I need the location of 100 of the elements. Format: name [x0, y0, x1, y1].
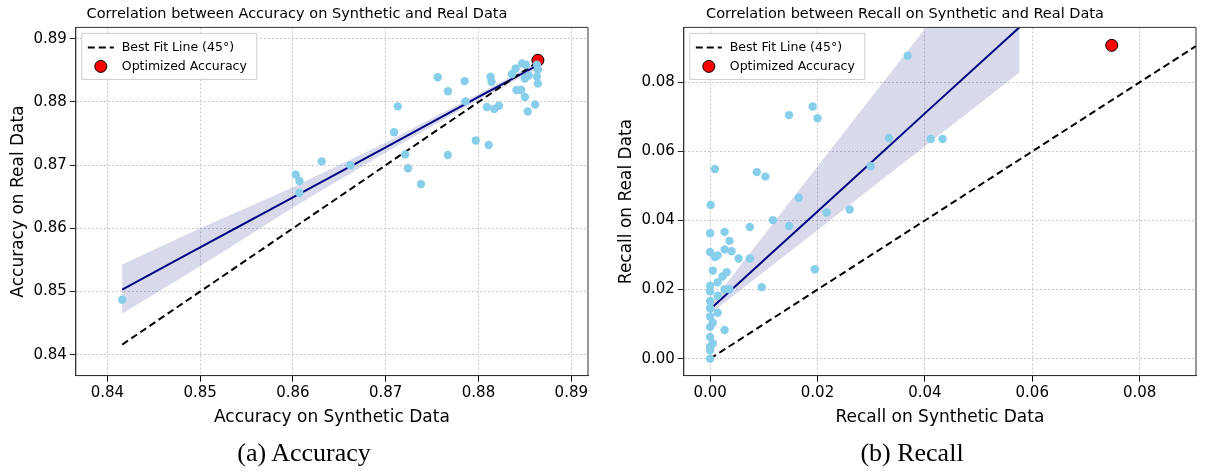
y-tick-label: 0.08 [641, 72, 675, 91]
y-tick-label: 0.85 [33, 281, 67, 300]
point [533, 79, 543, 88]
point [494, 101, 504, 110]
point [822, 208, 831, 217]
point [524, 71, 533, 80]
point [117, 295, 127, 304]
x-axis-title: Accuracy on Synthetic Data [213, 406, 450, 427]
point [727, 247, 736, 256]
x-tick-label: 0.86 [276, 383, 310, 402]
point [720, 245, 729, 254]
y-axis-title: Recall on Real Data [614, 118, 635, 285]
x-tick-label: 0.02 [800, 383, 835, 402]
point [484, 140, 493, 150]
legend-label: Optimized Accuracy [121, 57, 248, 73]
chart-title: Correlation between Recall on Synthetic and Real Data [706, 5, 1104, 22]
point [713, 278, 722, 287]
point [725, 236, 734, 246]
point [810, 265, 819, 274]
point [718, 272, 727, 281]
y-tick-label: 0.87 [33, 155, 67, 174]
x-tick-label: 0.84 [90, 383, 125, 402]
y-tick-label: 0.86 [33, 218, 67, 237]
chart-title: Correlation between Accuracy on Synthetic and Real Data [86, 5, 508, 22]
x-tick-label: 0.87 [369, 383, 403, 402]
point [757, 282, 766, 292]
point [710, 164, 720, 174]
x-tick-label: 0.85 [183, 383, 217, 402]
point [1105, 38, 1119, 52]
x-tick-label: 0.00 [693, 383, 727, 402]
point [705, 354, 715, 363]
y-tick-label: 0.02 [641, 279, 675, 298]
point [705, 312, 715, 321]
point [443, 87, 453, 96]
y-tick-label: 0.88 [33, 91, 67, 110]
point [720, 325, 729, 335]
point [768, 215, 778, 225]
point [530, 100, 540, 109]
text: (b) Recall [859, 438, 965, 468]
point [416, 179, 426, 189]
point [720, 227, 729, 237]
point [471, 136, 480, 145]
point [461, 97, 470, 106]
point [443, 150, 453, 160]
x-tick-label: 0.89 [554, 383, 588, 402]
point [713, 291, 722, 300]
x-axis-title: Recall on Synthetic Data [835, 406, 1045, 427]
point [808, 102, 817, 111]
point [705, 322, 715, 332]
point [460, 76, 469, 86]
x-tick-label: 0.04 [908, 383, 942, 402]
point [845, 205, 854, 214]
point [784, 221, 794, 231]
point [403, 164, 413, 173]
point [761, 172, 770, 181]
point [752, 167, 762, 177]
point [389, 128, 399, 137]
y-tick-label: 0.84 [33, 344, 67, 363]
y-tick-label: 0.00 [641, 348, 675, 367]
point [734, 254, 743, 263]
point [866, 162, 875, 171]
y-axis-title: Accuracy on Real Data [6, 105, 27, 298]
point [813, 114, 822, 123]
point [401, 150, 410, 159]
point [794, 193, 803, 202]
x-tick-label: 0.06 [1015, 383, 1049, 402]
point [482, 102, 492, 112]
point [713, 308, 722, 317]
point [926, 134, 935, 144]
legend-label: Best Fit Line (45°) [729, 38, 843, 54]
point [487, 77, 496, 86]
point [708, 339, 717, 348]
point [705, 287, 715, 296]
point [520, 92, 530, 102]
point [295, 176, 304, 186]
point [784, 110, 794, 120]
point [706, 200, 715, 210]
point [521, 60, 531, 69]
y-tick-label: 0.89 [33, 28, 67, 47]
point [511, 64, 520, 73]
x-tick-label: 0.88 [461, 383, 496, 402]
point [745, 254, 755, 263]
point [705, 304, 715, 313]
point [532, 60, 542, 69]
point [317, 157, 326, 166]
point [745, 222, 755, 232]
point [433, 73, 442, 82]
y-tick-label: 0.04 [641, 210, 675, 229]
legend-label: Optimized Accuracy [729, 57, 856, 73]
point [884, 133, 894, 143]
point [295, 188, 304, 198]
point [705, 229, 715, 238]
text: (a) Accuracy [236, 438, 372, 468]
point [523, 107, 532, 116]
x-tick-label: 0.08 [1122, 383, 1157, 402]
point [291, 170, 300, 179]
point [393, 102, 402, 111]
legend-label: Best Fit Line (45°) [121, 38, 235, 54]
point [708, 266, 717, 275]
y-tick-label: 0.06 [641, 141, 675, 160]
